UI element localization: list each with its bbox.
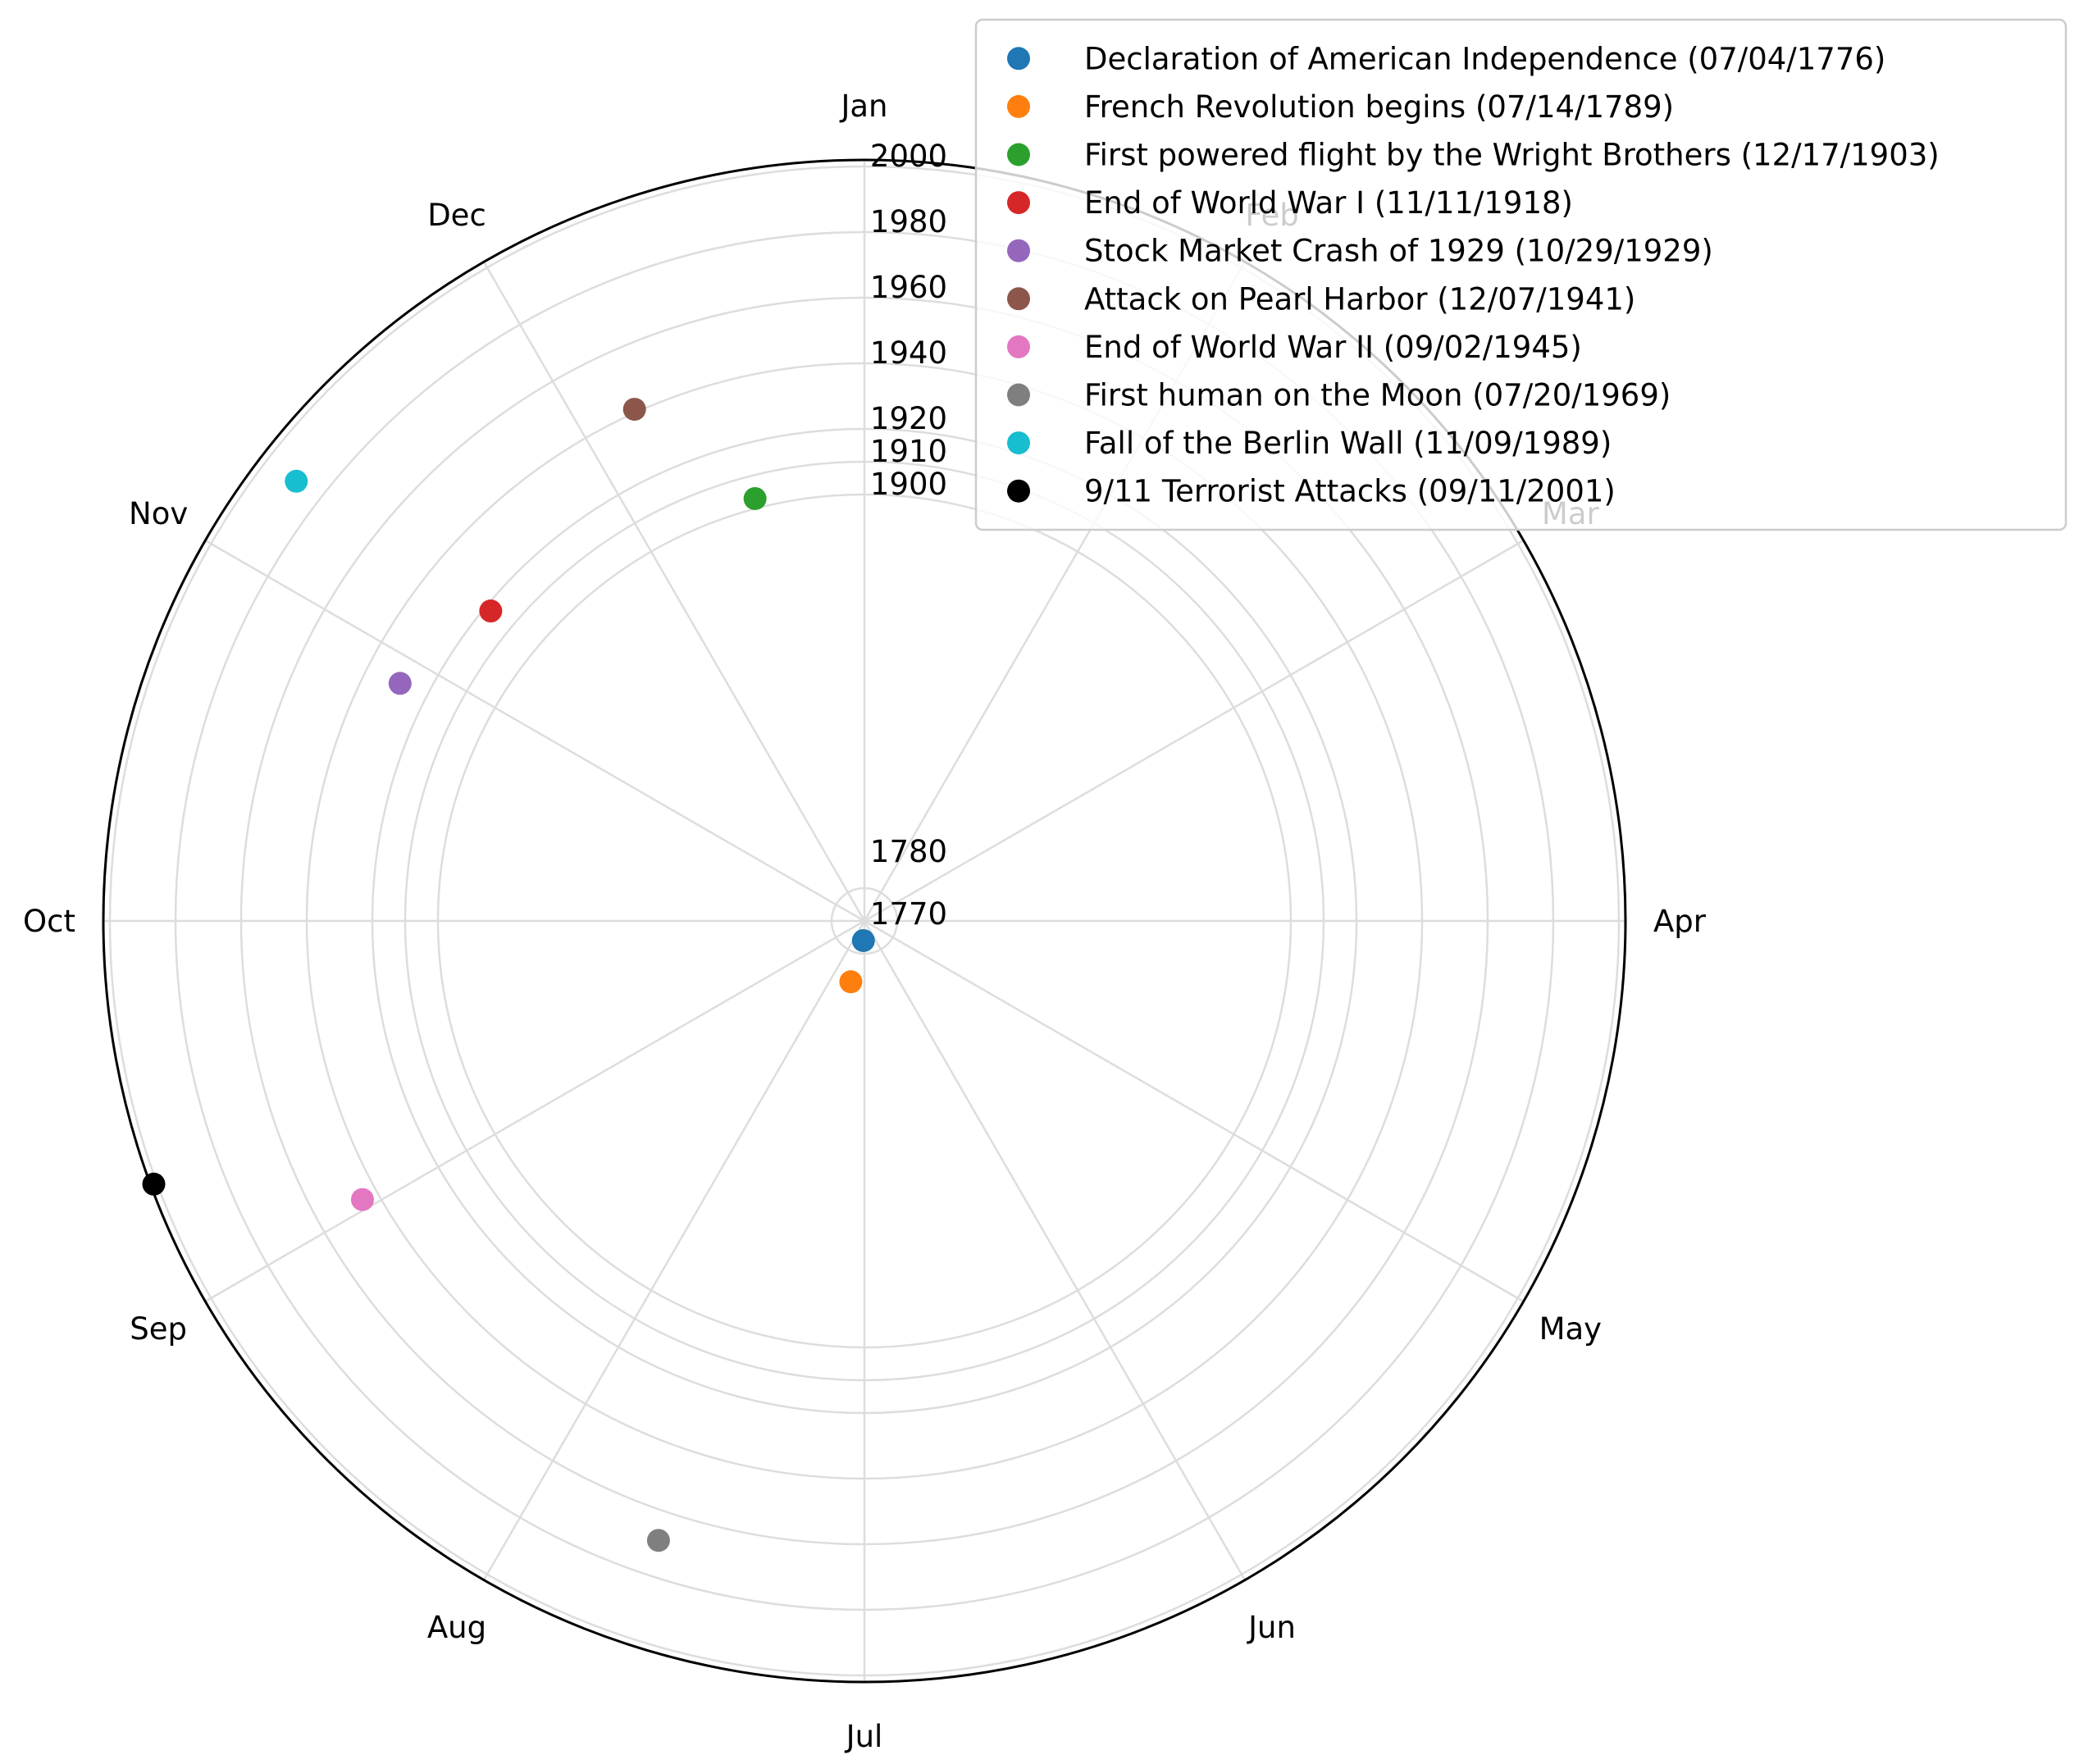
legend-marker [1007, 383, 1030, 407]
month-tick-label: May [1539, 1311, 1603, 1347]
radial-gridline [830, 887, 899, 955]
month-gridline [482, 920, 866, 1581]
legend-label: Declaration of American Independence (07… [1084, 41, 1885, 76]
legend-label: Fall of the Berlin Wall (11/09/1989) [1084, 426, 1612, 461]
month-tick-label: Jun [1247, 1610, 1296, 1645]
legend: Declaration of American Independence (07… [974, 18, 2068, 531]
radial-tick-label: 2000 [870, 139, 947, 174]
event-point [350, 1187, 374, 1211]
radial-tick-label: 1920 [870, 401, 947, 436]
polar-frame [102, 158, 1627, 1684]
legend-marker [1007, 287, 1030, 311]
legend-marker [1007, 335, 1030, 358]
event-point [388, 672, 412, 695]
month-tick-label: Aug [427, 1610, 486, 1645]
radial-tick-label: 1780 [870, 834, 947, 869]
legend-marker [1007, 431, 1030, 455]
event-point [646, 1529, 670, 1552]
legend-label: Stock Market Crash of 1929 (10/29/1929) [1084, 234, 1713, 269]
radial-gridline [371, 427, 1358, 1415]
month-tick-label: Jul [845, 1719, 883, 1754]
legend-marker [1007, 143, 1030, 166]
radial-tick-label: 1960 [870, 270, 947, 305]
month-tick-label: Dec [427, 198, 486, 233]
event-point [285, 469, 308, 493]
legend-marker [1007, 47, 1030, 71]
event-point [622, 398, 646, 422]
radial-tick-label: 1940 [870, 335, 947, 371]
event-point [743, 486, 767, 510]
event-point [142, 1172, 166, 1196]
month-tick-label: Oct [23, 904, 75, 939]
radial-gridline [305, 362, 1424, 1480]
radial-gridline [108, 165, 1621, 1677]
point-layer [142, 398, 875, 1552]
legend-marker [1007, 191, 1030, 215]
radial-gridline [436, 493, 1293, 1349]
month-gridline [864, 919, 1525, 1303]
event-point [479, 599, 503, 623]
legend-label: 9/11 Terrorist Attacks (09/11/2001) [1084, 474, 1616, 509]
event-point [839, 970, 863, 994]
legend-marker [1007, 479, 1030, 503]
month-tick-label: Jan [839, 89, 887, 124]
tick-layer: JanFebMarAprMayJunJulAugSepOctNovDec1770… [23, 89, 1707, 1754]
month-gridline [204, 539, 865, 923]
radial-tick-label: 1980 [870, 204, 947, 239]
legend-label: End of World War I (11/11/1918) [1084, 185, 1573, 221]
grid-layer [102, 158, 1627, 1684]
radial-gridline [403, 460, 1325, 1382]
month-tick-label: Apr [1653, 904, 1707, 939]
legend-label: First powered flight by the Wright Broth… [1084, 138, 1940, 173]
month-tick-label: Nov [129, 496, 188, 531]
legend-marker [1007, 94, 1030, 118]
month-gridline [482, 261, 866, 922]
radial-gridline [239, 296, 1489, 1546]
legend-label: French Revolution begins (07/14/1789) [1084, 89, 1674, 125]
legend-marker [1007, 239, 1030, 262]
month-gridline [864, 539, 1525, 923]
month-tick-label: Sep [130, 1311, 187, 1347]
event-point [851, 928, 875, 952]
radial-tick-label: 1770 [870, 896, 947, 932]
legend-label: First human on the Moon (07/20/1969) [1084, 378, 1671, 413]
radial-tick-label: 1900 [870, 467, 947, 502]
legend-label: Attack on Pearl Harbor (12/07/1941) [1084, 281, 1635, 317]
month-gridline [204, 919, 865, 1303]
radial-tick-label: 1910 [870, 434, 947, 469]
month-gridline [863, 920, 1247, 1581]
legend-box [974, 18, 2068, 531]
radial-gridline [174, 230, 1555, 1611]
legend-label: End of World War II (09/02/1945) [1084, 330, 1582, 365]
